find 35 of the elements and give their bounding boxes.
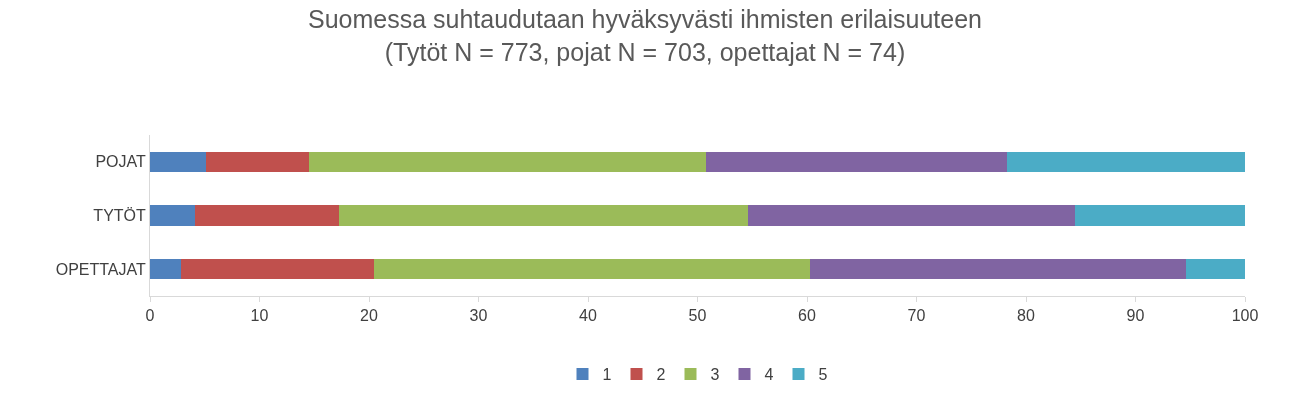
y-tick-label: OPETTAJAT xyxy=(55,260,147,278)
bar xyxy=(180,258,375,280)
bar xyxy=(747,205,1076,226)
bar xyxy=(150,151,206,173)
x-tick-label: 80 xyxy=(1017,307,1035,325)
legend-label: 5 xyxy=(818,366,828,384)
legend-label: 1 xyxy=(602,366,612,384)
x-tick-label: 70 xyxy=(907,307,926,325)
x-tick-label: 100 xyxy=(1231,307,1259,325)
x-tick-label: 10 xyxy=(250,307,269,325)
x-tick-label: 90 xyxy=(1126,307,1145,325)
bar xyxy=(339,205,748,226)
bar xyxy=(205,151,309,173)
x-tick-label: 0 xyxy=(145,307,155,325)
x-tick-label: 60 xyxy=(798,307,816,325)
x-tick-label: 40 xyxy=(579,307,597,325)
legend-label: 3 xyxy=(710,366,720,384)
bar xyxy=(194,205,340,226)
legend-label: 2 xyxy=(656,366,666,384)
bar xyxy=(810,258,1186,280)
x-tick-label: 50 xyxy=(688,307,707,325)
bar xyxy=(1007,151,1245,173)
x-tick-label: 30 xyxy=(469,307,488,325)
x-tick-label: 20 xyxy=(360,307,378,325)
bar xyxy=(150,258,181,280)
legend-label: 4 xyxy=(764,366,774,384)
bar xyxy=(374,258,811,280)
bar xyxy=(1185,258,1245,280)
chart-title: Suomessa suhtaudutaan hyväksyvästi ihmisten erilaisuuteen (Tytöt N = 773, pojat N = 703, opettajat N = 74) xyxy=(308,5,982,66)
bar xyxy=(150,205,195,226)
y-tick-label: POJAT xyxy=(95,153,147,171)
y-tick-label: TYTÖT xyxy=(93,207,147,225)
bar xyxy=(1075,205,1245,226)
bar xyxy=(308,151,707,173)
bar xyxy=(706,151,1008,173)
